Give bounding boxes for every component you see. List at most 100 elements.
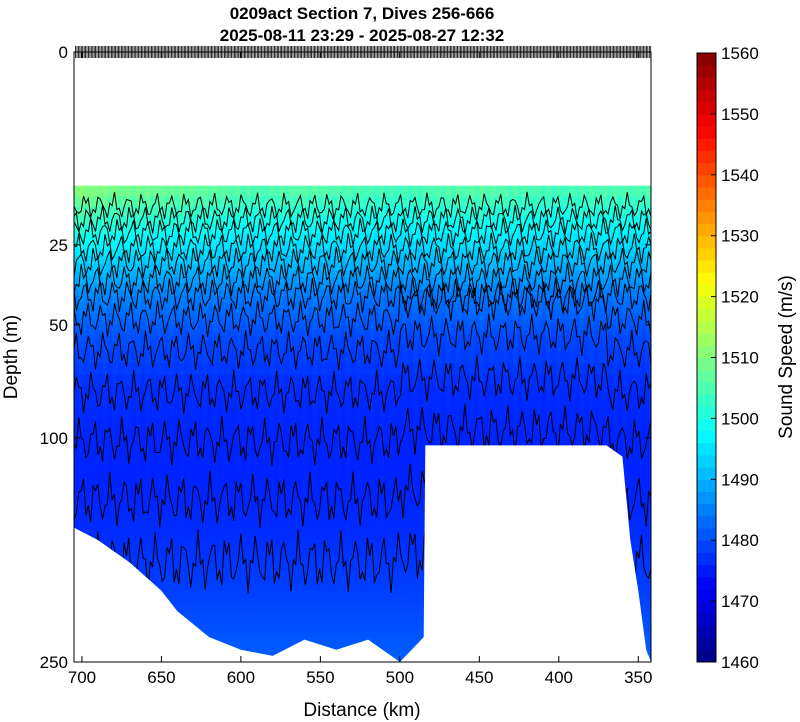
- field-cell: [312, 345, 318, 352]
- field-cell: [422, 289, 428, 297]
- field-cell: [412, 307, 418, 315]
- field-cell: [288, 270, 294, 278]
- field-cell: [212, 524, 218, 533]
- field-cell: [236, 302, 242, 309]
- field-cell: [379, 345, 385, 352]
- field-cell: [245, 248, 252, 257]
- field-cell: [226, 604, 232, 612]
- field-cell: [336, 524, 342, 533]
- field-cell: [178, 307, 185, 315]
- field-cell: [355, 289, 361, 297]
- field-cell: [260, 583, 266, 592]
- field-cell: [240, 324, 247, 331]
- field-cell: [212, 407, 218, 419]
- field-cell: [126, 296, 132, 303]
- field-cell: [145, 185, 151, 197]
- field-cell: [269, 407, 275, 419]
- field-cell: [384, 363, 390, 376]
- field-cell: [231, 562, 237, 571]
- field-cell: [369, 241, 376, 250]
- field-cell: [374, 289, 380, 297]
- field-cell: [78, 224, 85, 234]
- field-cell: [364, 547, 371, 556]
- field-cell: [388, 215, 395, 226]
- field-cell: [78, 516, 85, 526]
- field-cell: [102, 447, 108, 458]
- field-cell: [374, 335, 380, 342]
- field-cell: [112, 374, 118, 387]
- field-cell: [231, 307, 237, 315]
- field-cell: [250, 491, 256, 501]
- field-cell: [407, 437, 414, 448]
- field-cell: [97, 330, 104, 337]
- field-cell: [131, 500, 137, 510]
- field-cell: [388, 597, 395, 605]
- field-cell: [83, 407, 89, 419]
- field-cell: [412, 345, 418, 352]
- field-cell: [341, 296, 347, 303]
- field-cell: [412, 248, 418, 257]
- field-cell: [107, 185, 113, 197]
- field-cell: [269, 576, 275, 585]
- field-cell: [283, 319, 290, 326]
- field-cell: [298, 296, 304, 303]
- field-cell: [283, 215, 290, 226]
- field-cell: [140, 289, 147, 297]
- field-cell: [288, 330, 294, 337]
- field-cell: [136, 516, 142, 526]
- field-cell: [159, 196, 166, 207]
- field-cell: [283, 289, 290, 297]
- field-cell: [226, 555, 232, 563]
- field-cell: [364, 307, 371, 315]
- field-cell: [169, 319, 175, 326]
- field-cell: [226, 437, 232, 448]
- field-cell: [293, 277, 299, 285]
- field-cell: [178, 397, 185, 409]
- field-cell: [264, 576, 271, 585]
- field-cell: [212, 277, 218, 285]
- field-cell: [226, 474, 232, 484]
- field-cell: [198, 319, 204, 326]
- field-cell: [140, 340, 147, 347]
- field-cell: [250, 386, 256, 398]
- field-cell: [245, 386, 252, 398]
- field-cell: [379, 350, 385, 364]
- field-cell: [240, 374, 247, 387]
- field-cell: [455, 256, 461, 264]
- field-cell: [178, 500, 185, 510]
- field-cell: [231, 547, 237, 556]
- field-cell: [293, 630, 299, 638]
- field-cell: [441, 313, 447, 320]
- field-cell: [364, 283, 371, 291]
- field-cell: [326, 224, 333, 234]
- field-cell: [183, 296, 190, 303]
- field-cell: [293, 624, 299, 632]
- field-cell: [364, 576, 371, 585]
- field-cell: [388, 386, 395, 398]
- field-cell: [102, 437, 108, 448]
- field-cell: [260, 256, 266, 264]
- field-cell: [97, 374, 104, 387]
- field-cell: [164, 307, 170, 315]
- field-cell: [403, 576, 409, 585]
- field-cell: [322, 307, 328, 315]
- field-cell: [360, 289, 366, 297]
- field-cell: [374, 524, 380, 533]
- field-cell: [93, 307, 99, 315]
- field-cell: [312, 224, 318, 234]
- field-cell: [398, 555, 404, 563]
- field-cell: [188, 483, 194, 493]
- field-cell: [307, 590, 314, 599]
- field-cell: [169, 474, 175, 484]
- field-cell: [250, 256, 256, 264]
- field-cell: [126, 330, 132, 337]
- field-cell: [150, 386, 156, 398]
- field-cell: [274, 576, 280, 585]
- field-cell: [264, 597, 271, 605]
- field-cell: [155, 363, 161, 376]
- field-cell: [102, 324, 108, 331]
- field-cell: [188, 407, 194, 419]
- field-cell: [260, 277, 266, 285]
- field-cell: [250, 283, 256, 291]
- field-cell: [193, 248, 199, 257]
